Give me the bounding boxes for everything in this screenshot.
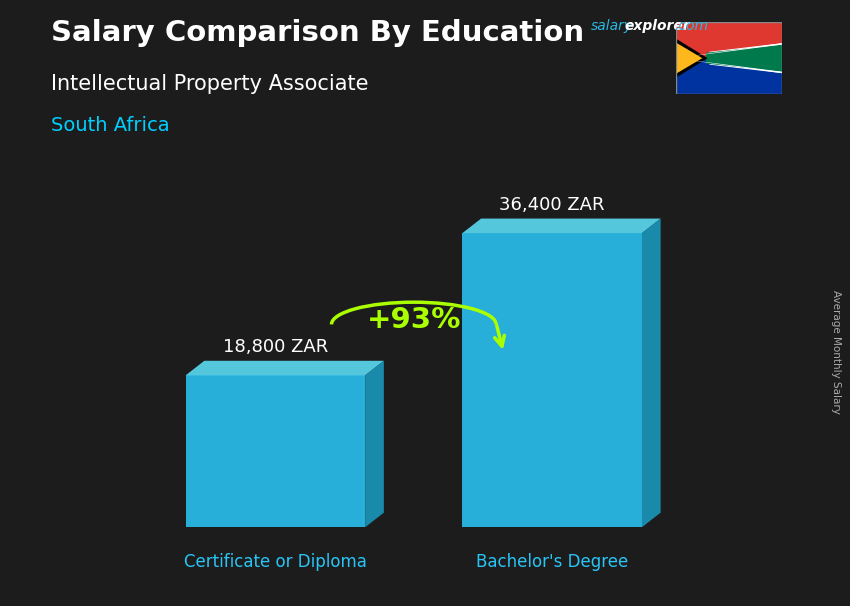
Text: 36,400 ZAR: 36,400 ZAR [500,196,605,214]
Text: +93%: +93% [366,307,461,335]
Polygon shape [366,361,384,527]
Text: Average Monthly Salary: Average Monthly Salary [831,290,842,413]
Text: explorer: explorer [625,19,690,33]
Text: salary: salary [591,19,633,33]
Polygon shape [710,43,782,54]
Text: Salary Comparison By Education: Salary Comparison By Education [51,19,584,47]
Text: Certificate or Diploma: Certificate or Diploma [184,553,367,571]
Polygon shape [676,58,782,73]
Text: .com: .com [674,19,708,33]
Text: Intellectual Property Associate: Intellectual Property Associate [51,74,369,94]
Polygon shape [676,39,707,78]
Polygon shape [462,233,642,527]
Polygon shape [676,42,702,74]
Text: Bachelor's Degree: Bachelor's Degree [476,553,628,571]
Polygon shape [185,375,366,527]
Polygon shape [642,219,660,527]
Polygon shape [676,58,782,94]
Polygon shape [710,62,782,73]
Polygon shape [706,45,782,72]
Text: 18,800 ZAR: 18,800 ZAR [223,338,328,356]
Polygon shape [462,219,660,233]
Text: South Africa: South Africa [51,116,170,135]
Polygon shape [676,22,782,58]
Polygon shape [185,361,384,375]
Polygon shape [676,43,782,58]
